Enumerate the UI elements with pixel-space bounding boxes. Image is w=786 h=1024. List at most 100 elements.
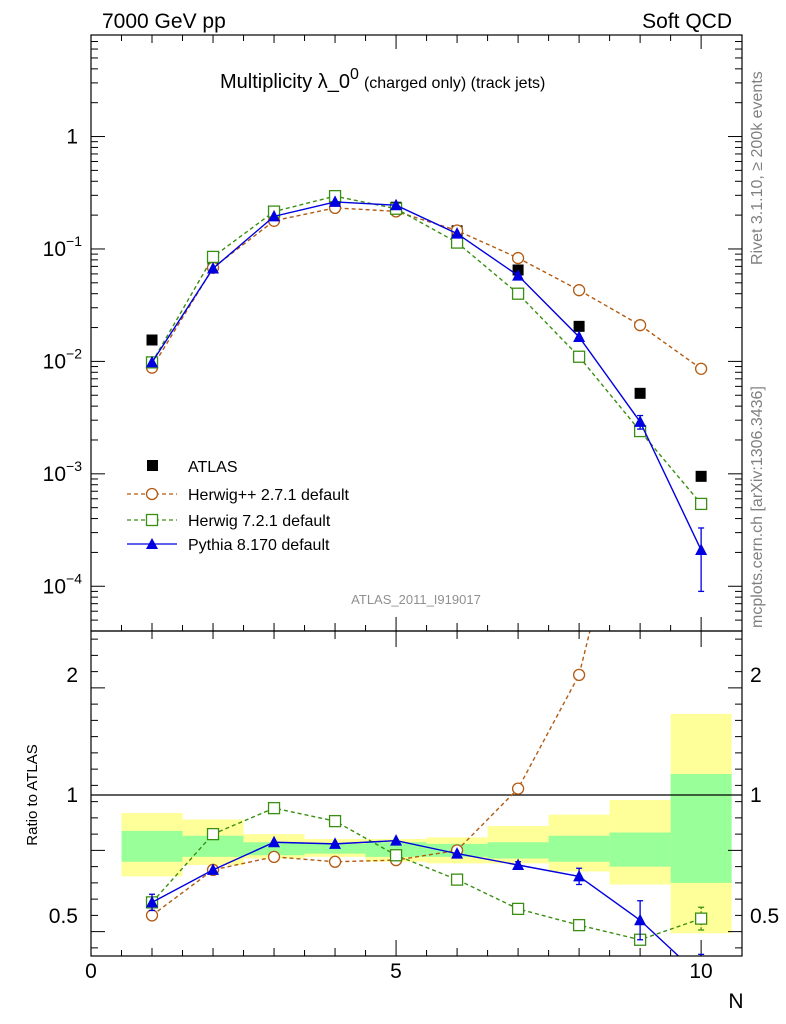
- main-ytick-label-base: 10: [43, 238, 66, 261]
- main-ytick-label-exponent: −2: [66, 345, 82, 361]
- chart-title-subtitle: (charged only) (track jets): [364, 75, 545, 92]
- main-point-pythia: [512, 269, 525, 281]
- ratio-series-line-2: [151, 839, 680, 956]
- ratio-point-herwig7: [206, 827, 220, 841]
- main-point-herwigpp: [694, 362, 708, 375]
- xtick-label-10: 10: [689, 960, 712, 983]
- ratio-panel: Ratio to ATLAS 0.5 1 2 0.5 1 2 0 5 10 N: [24, 630, 779, 1013]
- ratio-band-stat: [609, 832, 671, 867]
- main-ytick-label-base: 10: [43, 463, 66, 486]
- ratio-point-pythia: [207, 863, 220, 875]
- ratio-point-pythia: [268, 835, 281, 848]
- main-series-line-3: [151, 201, 702, 551]
- legend-entry-herwigpp: Herwig++ 2.7.1 default: [127, 487, 350, 504]
- main-ytick-label-base: 10: [43, 575, 66, 598]
- mcplots-source-label: mcplots.cern.ch [arXiv:1306.3436]: [749, 386, 766, 628]
- ratio-band-stat: [487, 842, 549, 859]
- ratio-ylabel: Ratio to ATLAS: [24, 744, 41, 845]
- main-series-layer: [145, 189, 708, 593]
- chart-title-superscript: 0: [350, 66, 359, 83]
- main-series-line-1: [151, 207, 702, 370]
- ratio-series-layer: [145, 631, 708, 956]
- ratio-ytick-2-left: 2: [66, 664, 78, 687]
- legend-entry-herwig7: Herwig 7.2.1 default: [127, 513, 331, 530]
- main-point-pythia: [329, 195, 342, 207]
- legend-entry-pythia: Pythia 8.170 default: [127, 537, 330, 554]
- ratio-point-pythia: [146, 895, 159, 908]
- main-point-herwig7: [450, 236, 464, 249]
- legend-label-herwig7: Herwig 7.2.1 default: [188, 513, 331, 530]
- ratio-series-line-0: [151, 631, 591, 916]
- ratio-point-pythia: [451, 847, 464, 859]
- ratio-band-stat: [670, 774, 732, 883]
- main-point-pythia: [695, 543, 708, 556]
- main-point-pythia: [268, 209, 281, 222]
- main-point-herwigpp: [572, 284, 586, 297]
- header-right-label: Soft QCD: [642, 10, 732, 33]
- legend-label-atlas: ATLAS: [188, 459, 238, 476]
- ratio-point-herwigpp: [267, 850, 281, 864]
- main-ytick-label: 10−1: [43, 233, 83, 261]
- ratio-point-pythia: [329, 837, 342, 849]
- ratio-point-herwigpp: [145, 909, 159, 922]
- chart-title: Multiplicity λ_00 (charged only) (track j…: [220, 66, 545, 93]
- legend-label-herwigpp: Herwig++ 2.7.1 default: [188, 487, 350, 504]
- ratio-point-herwigpp: [572, 668, 586, 682]
- ratio-band-stat: [548, 835, 610, 862]
- legend-marker-herwigpp: [145, 487, 159, 501]
- ratio-point-herwig7: [694, 912, 708, 925]
- main-ytick-label-exponent: −4: [66, 570, 82, 586]
- rivet-version-label: Rivet 3.1.10, ≥ 200k events: [749, 71, 766, 265]
- header-left-label: 7000 GeV pp: [102, 10, 226, 33]
- main-point-pythia: [573, 330, 586, 342]
- ratio-band-stat: [182, 835, 244, 857]
- ratio-point-herwigpp: [328, 855, 342, 868]
- main-point-pythia: [634, 415, 647, 427]
- main-point-atlas: [573, 320, 585, 332]
- ratio-point-herwig7: [267, 801, 281, 815]
- ratio-point-pythia: [512, 858, 525, 870]
- ratio-point-herwig7: [511, 902, 525, 916]
- ratio-ytick-0-5-left: 0.5: [49, 905, 78, 928]
- main-ytick-label: 10−2: [43, 345, 83, 373]
- legend-marker-pythia: [146, 538, 158, 549]
- main-point-pythia: [207, 262, 220, 274]
- ratio-ytick-0-5-right: 0.5: [750, 905, 779, 928]
- ratio-band-stat: [121, 830, 183, 862]
- main-ytick-label: 10−3: [43, 458, 83, 486]
- legend-entry-atlas: ATLAS: [147, 459, 238, 476]
- ratio-series-line-1: [151, 807, 702, 941]
- main-ytick-label-base: 1: [66, 126, 78, 149]
- legend: ATLAS Herwig++ 2.7.1 default Herwig 7.2.…: [127, 459, 350, 554]
- ratio-ytick-1-right: 1: [750, 784, 762, 807]
- ratio-point-pythia: [573, 869, 586, 882]
- ratio-point-herwigpp: [511, 782, 525, 795]
- main-point-pythia: [451, 227, 464, 239]
- ratio-ytick-2-right: 2: [750, 664, 762, 687]
- ratio-band-stat: [243, 842, 305, 856]
- x-axis-label: N: [728, 990, 743, 1013]
- main-point-herwig7: [511, 287, 525, 300]
- ratio-point-pythia: [390, 834, 403, 846]
- xtick-label-5: 5: [390, 960, 402, 983]
- main-point-atlas: [695, 470, 707, 482]
- main-series-line-2: [151, 195, 702, 505]
- main-point-pythia: [146, 355, 159, 368]
- ratio-point-herwig7: [328, 814, 342, 828]
- main-ytick-label-exponent: −3: [66, 458, 82, 474]
- main-ytick-label-exponent: −1: [66, 233, 82, 249]
- main-point-herwig7: [694, 497, 708, 511]
- main-point-pythia: [390, 198, 403, 211]
- ratio-axis-ticks: [90, 631, 742, 956]
- ratio-point-herwig7: [450, 873, 464, 886]
- main-point-herwig7: [206, 250, 220, 264]
- main-point-atlas: [634, 387, 646, 399]
- legend-marker-herwig7: [145, 513, 159, 527]
- main-point-atlas: [146, 334, 158, 346]
- main-ytick-label: 10−4: [43, 570, 83, 598]
- ratio-point-herwig7: [572, 918, 586, 932]
- main-point-herwig7: [572, 350, 586, 363]
- ratio-point-pythia: [634, 913, 647, 926]
- xtick-label-0: 0: [85, 960, 97, 983]
